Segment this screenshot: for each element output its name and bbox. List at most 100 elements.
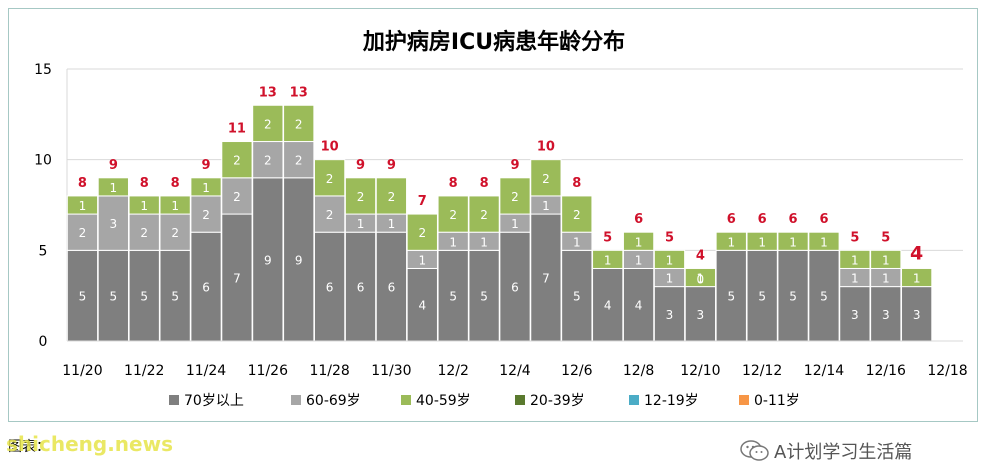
bar-segment [684, 267, 717, 288]
segment-label: 2 [202, 208, 210, 222]
segment-label: 2 [79, 226, 87, 240]
legend-swatch [629, 395, 639, 405]
total-label: 8 [78, 176, 87, 191]
bar-segment [468, 195, 500, 233]
total-label: 10 [321, 140, 339, 155]
bar-segment [530, 159, 562, 197]
segment-label: 1 [573, 235, 581, 249]
segment-label: 6 [388, 281, 396, 295]
bar-segment [715, 249, 747, 342]
bar-segment [97, 249, 129, 342]
segment-label: 2 [233, 154, 241, 168]
bar-segment [653, 286, 686, 342]
segment-label: 1 [758, 235, 766, 249]
bar-segment [66, 195, 99, 215]
stacked-bar-chart: 加护病房ICU病患年龄分布051015521853195218521862197… [34, 29, 968, 409]
watermark-text: shicheng.news [6, 432, 173, 456]
segment-label: 5 [758, 290, 766, 304]
total-label: 6 [758, 212, 767, 227]
x-tick-label: 12/10 [680, 363, 720, 379]
segment-label: 2 [295, 154, 303, 168]
bar-segment [375, 231, 408, 342]
segment-label: 1 [666, 272, 674, 286]
segment-label: 2 [480, 208, 488, 222]
segment-label: 1 [789, 235, 797, 249]
segment-label: 4 [635, 299, 643, 313]
segment-label: 1 [171, 199, 179, 213]
segment-label: 3 [851, 308, 859, 322]
bar-segment [221, 141, 253, 179]
y-tick-label: 10 [34, 153, 52, 169]
legend-swatch [515, 395, 525, 405]
y-tick-label: 0 [39, 334, 48, 350]
segment-label: 5 [480, 290, 488, 304]
wechat-credit: A计划学习生活篇 [740, 438, 912, 464]
segment-label: 2 [140, 226, 148, 240]
total-label: 9 [387, 158, 396, 173]
wechat-icon [740, 440, 769, 461]
bar-segment [777, 249, 809, 342]
segment-label: 5 [820, 290, 828, 304]
total-label: 9 [109, 158, 118, 173]
segment-label: 1 [542, 199, 550, 213]
segment-label: 6 [511, 281, 519, 295]
segment-label: 9 [264, 253, 272, 267]
segment-label: 3 [110, 217, 118, 231]
segment-label: 5 [789, 290, 797, 304]
segment-label: 1 [851, 272, 859, 286]
legend-label: 20-39岁 [530, 393, 585, 409]
total-label: 5 [603, 230, 612, 245]
segment-label: 2 [326, 172, 334, 186]
total-label: 6 [789, 212, 798, 227]
x-tick-label: 12/2 [437, 363, 468, 379]
bar-segment [777, 231, 809, 251]
bar-segment [592, 267, 624, 342]
segment-label: 3 [697, 308, 705, 322]
bar-segment [313, 159, 346, 197]
segment-label: 2 [295, 117, 303, 131]
x-tick-label: 11/24 [186, 363, 226, 379]
total-label: 6 [819, 212, 828, 227]
segment-label: 3 [882, 308, 890, 322]
segment-label: 2 [542, 172, 550, 186]
legend-label: 40-59岁 [416, 393, 471, 409]
x-tick-label: 11/26 [248, 363, 288, 379]
x-tick-label: 12/4 [499, 363, 531, 379]
segment-label: 2 [357, 190, 365, 204]
total-label: 5 [850, 230, 859, 245]
segment-label: 2 [511, 190, 519, 204]
bar-segment [128, 249, 160, 342]
total-label: 8 [140, 176, 149, 191]
bar-segment [190, 231, 222, 342]
segment-label: 1 [697, 272, 705, 286]
bar-segment [808, 231, 840, 251]
segment-label: 2 [264, 154, 272, 168]
bar-segment [870, 249, 902, 269]
segment-label: 1 [635, 235, 643, 249]
total-label: 11 [228, 122, 246, 137]
segment-label: 3 [666, 308, 674, 322]
x-tick-label: 12/14 [804, 363, 844, 379]
bar-segment [313, 231, 346, 342]
y-tick-label: 5 [39, 243, 48, 259]
segment-label: 0 [697, 273, 705, 287]
bar-segment [622, 267, 655, 342]
bar-segment [808, 249, 840, 342]
bar-segment [653, 249, 686, 269]
bar-segment [839, 249, 871, 269]
bar-segment [159, 195, 191, 215]
segment-label: 1 [140, 199, 148, 213]
bar-segment [746, 231, 778, 251]
bar-segment [468, 249, 500, 342]
segment-label: 1 [480, 235, 488, 249]
bar-segment [221, 213, 253, 342]
segment-label: 7 [542, 272, 550, 286]
bar-segment [406, 213, 438, 251]
segment-label: 1 [882, 253, 890, 267]
total-label: 8 [480, 176, 489, 191]
bar-segment [870, 286, 902, 342]
segment-label: 5 [140, 290, 148, 304]
total-label: 9 [202, 158, 211, 173]
segment-label: 2 [264, 117, 272, 131]
total-label: 6 [727, 212, 736, 227]
